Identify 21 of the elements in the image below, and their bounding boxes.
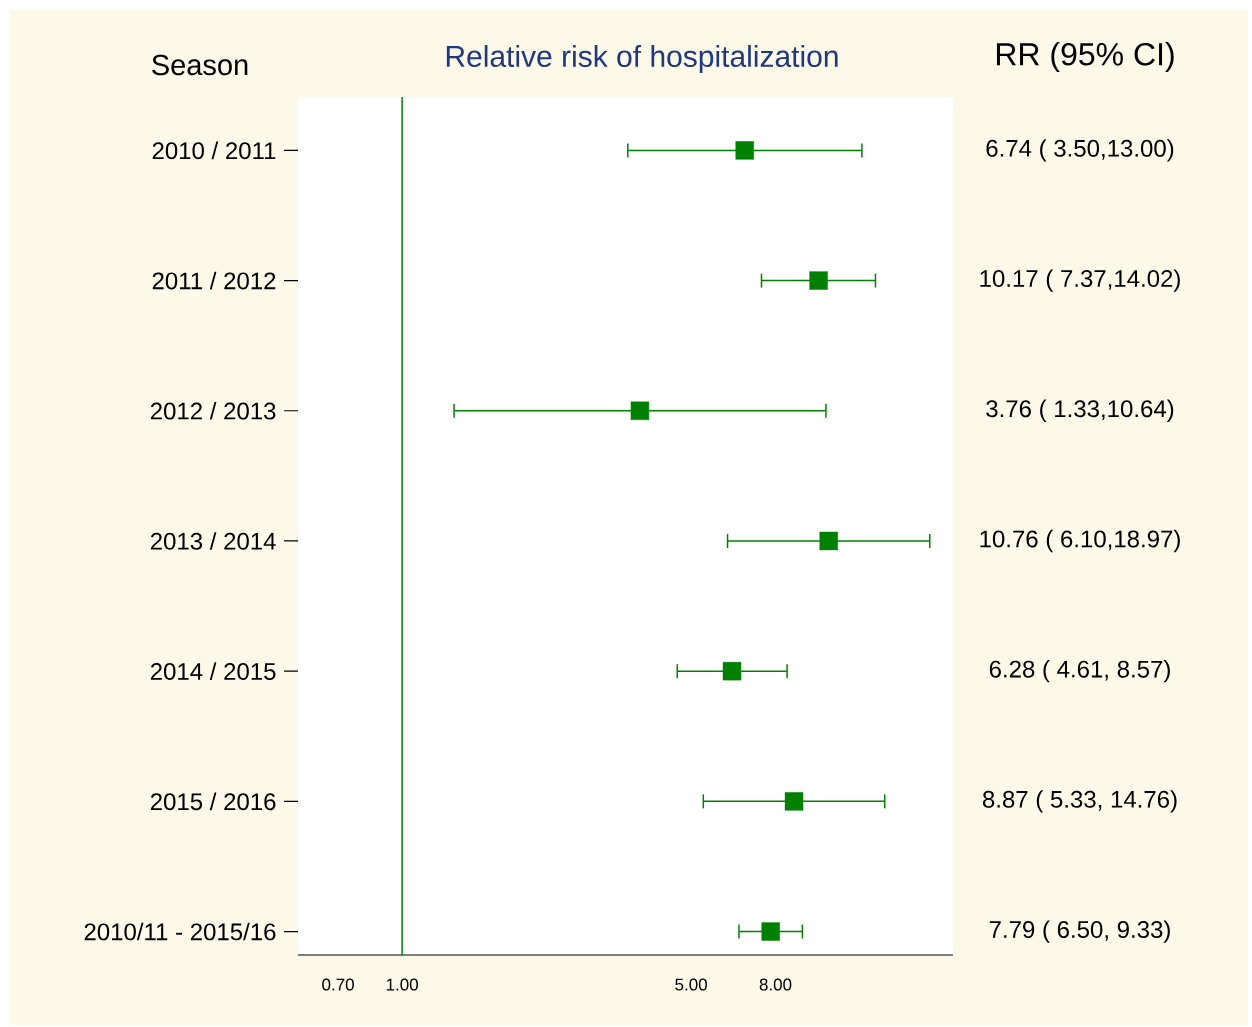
x-tick-label: 1.00 [386, 978, 419, 991]
y-axis-title: Season [152, 54, 248, 76]
x-tick-label: 5.00 [675, 978, 707, 991]
y-tick-label: 2012 / 2013 [150, 401, 276, 420]
y-tick-label: 2013 / 2014 [150, 532, 276, 550]
y-tick-label: 2010 / 2011 [152, 141, 276, 160]
data-label: 3.76 ( 1.33,10.64) [986, 399, 1174, 422]
x-tick-label: 0.70 [322, 978, 354, 991]
y-tick-label: 2015 / 2016 [150, 792, 276, 811]
y-tick-label: 2011 / 2012 [152, 271, 276, 290]
data-label: 6.28 ( 4.61, 8.57) [989, 660, 1170, 683]
text: RR (95% CI) [996, 42, 1174, 72]
data-label: 8.87 ( 5.33, 14.76) [982, 790, 1177, 813]
x-tick-label: 8.00 [759, 978, 792, 991]
y-tick-label: 2010/11 - 2015/16 [84, 922, 276, 941]
data-label: 6.74 ( 3.50,13.00) [986, 139, 1174, 162]
data-label: 7.79 ( 6.50, 9.33) [989, 920, 1170, 943]
data-label: 10.76 ( 6.10,18.97) [980, 529, 1180, 553]
y-tick-label: 2014 / 2015 [150, 662, 276, 680]
data-label: 10.17 ( 7.37,14.02) [980, 269, 1180, 292]
chart-title: Relative risk of hospitalization [446, 45, 838, 73]
